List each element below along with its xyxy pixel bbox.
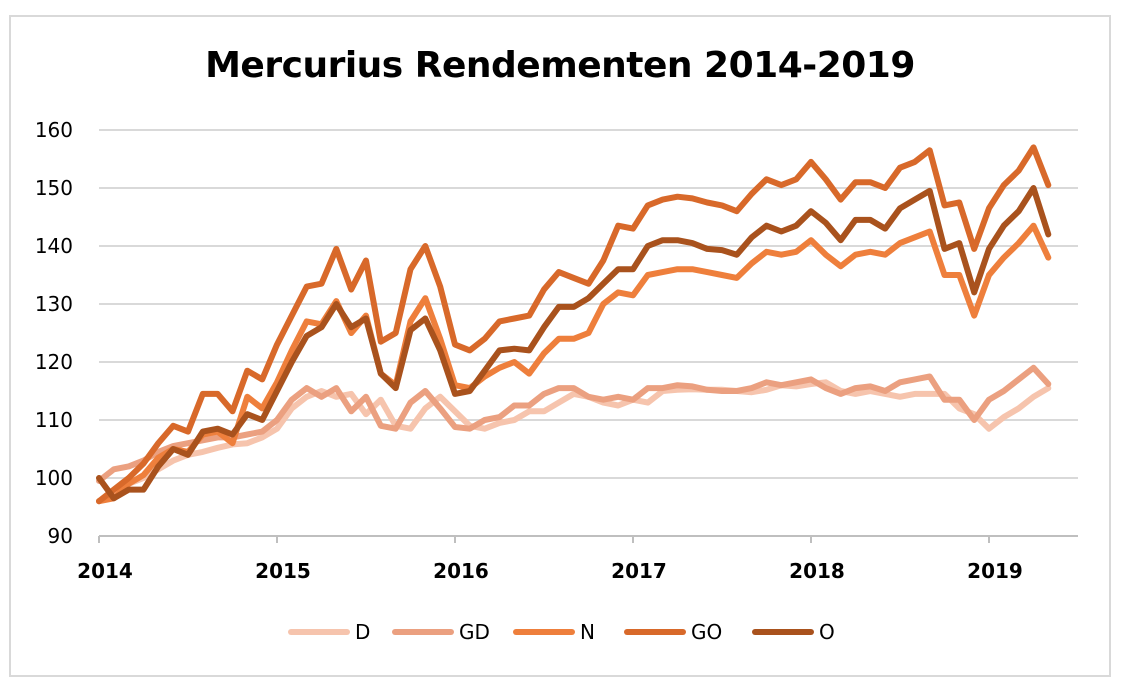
y-tick-label: 90	[48, 524, 73, 548]
legend-item-o: O	[752, 620, 835, 644]
legend-item-go: GO	[624, 620, 722, 644]
x-tick-label: 2019	[967, 559, 1023, 583]
x-tick-label: 2014	[77, 559, 133, 583]
legend-label: N	[580, 620, 595, 644]
x-tick-label: 2015	[255, 559, 311, 583]
y-tick-label: 130	[35, 292, 73, 316]
legend-item-n: N	[513, 620, 595, 644]
legend-label: GD	[459, 620, 490, 644]
legend-label: GO	[691, 620, 722, 644]
y-tick-label: 100	[35, 466, 73, 490]
x-tick-label: 2018	[789, 559, 845, 583]
legend-label: O	[819, 620, 835, 644]
series-line-n	[96, 222, 1052, 505]
axes: 90 100 110 120 130 140 150 160 2014 2015 2016 2017 2…	[35, 118, 1078, 583]
chart-frame	[9, 15, 1111, 677]
series-line-gd	[96, 364, 1052, 484]
series-line-o	[96, 185, 1052, 502]
legend: D GD N GO O	[288, 620, 835, 644]
y-tick-label: 110	[35, 408, 73, 432]
legend-item-gd: GD	[392, 620, 490, 644]
y-tick-label: 120	[35, 350, 73, 374]
y-tick-label: 150	[35, 176, 73, 200]
legend-item-d: D	[288, 620, 370, 644]
x-tick-label: 2016	[433, 559, 489, 583]
x-tick-label: 2017	[611, 559, 667, 583]
series-lines	[96, 144, 1052, 505]
y-tick-label: 160	[35, 118, 73, 142]
legend-label: D	[355, 620, 370, 644]
series-line-d	[96, 379, 1052, 505]
y-tick-label: 140	[35, 234, 73, 258]
grid-lines	[99, 129, 1078, 479]
series-line-go	[96, 144, 1052, 505]
chart-title: Mercurius Rendementen 2014-2019	[205, 45, 915, 86]
